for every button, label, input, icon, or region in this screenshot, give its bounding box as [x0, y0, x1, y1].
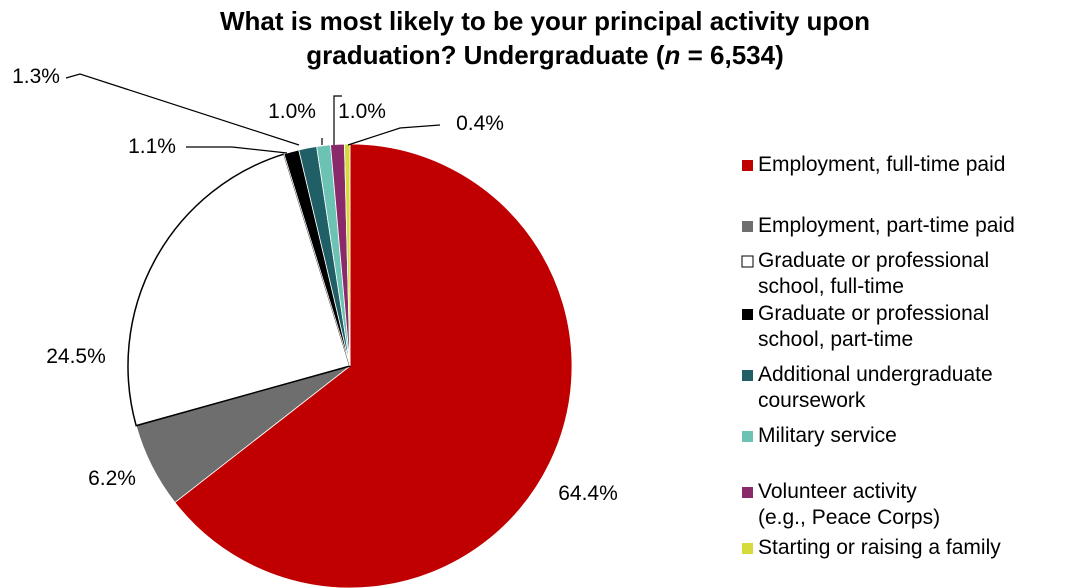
legend-swatch-4: [742, 370, 753, 381]
legend-label-2-1: school, full-time: [758, 275, 904, 298]
data-label-5: 1.0%: [268, 100, 316, 123]
data-label-1: 6.2%: [88, 467, 136, 490]
data-label-6: 1.0%: [338, 100, 386, 123]
leader-lines: [65, 73, 441, 154]
legend-label-6-1: (e.g., Peace Corps): [758, 506, 940, 529]
legend-swatch-2: [741, 255, 754, 268]
legend-swatch-0: [742, 160, 753, 171]
data-label-7: 0.4%: [456, 112, 504, 135]
legend-label-3-1: school, part-time: [758, 328, 913, 351]
leader-line-3: [186, 146, 288, 154]
pie-slice-2: [127, 153, 351, 427]
chart-title-line2-pre: graduation? Undergraduate (: [306, 40, 665, 70]
leader-line-7: [347, 124, 441, 146]
legend-label-7-0: Starting or raising a family: [758, 536, 1001, 559]
legend-label-0-0: Employment, full-time paid: [758, 153, 1005, 176]
data-label-4: 1.3%: [12, 65, 60, 88]
chart-title-n: n: [665, 40, 681, 70]
chart-title-line2: graduation? Undergraduate (n = 6,534): [306, 40, 784, 70]
data-label-2: 24.5%: [46, 345, 106, 368]
data-label-0: 64.4%: [558, 482, 618, 505]
legend-label-4-1: coursework: [758, 389, 866, 412]
leader-line-4: [65, 73, 300, 146]
pie-slice-0: [174, 143, 573, 588]
legend-swatch-3: [742, 309, 753, 320]
legend-label-2-0: Graduate or professional: [758, 249, 989, 272]
chart-title-line1: What is most likely to be your principal…: [220, 6, 870, 36]
data-label-3: 1.1%: [128, 135, 176, 158]
legend-swatch-1: [742, 221, 753, 232]
legend-label-3-0: Graduate or professional: [758, 302, 989, 325]
legend-label-4-0: Additional undergraduate: [758, 363, 993, 386]
pie-slices: [127, 143, 573, 588]
legend-label-5-0: Military service: [758, 424, 897, 447]
legend: Employment, full-time paid Employment, pa…: [741, 153, 1015, 559]
legend-label-1-0: Employment, part-time paid: [758, 214, 1015, 237]
legend-swatch-7: [742, 543, 753, 554]
leader-line-6: [333, 95, 342, 145]
legend-label-6-0: Volunteer activity: [758, 480, 917, 503]
legend-swatch-5: [742, 431, 753, 442]
chart-title-line2-post: = 6,534): [680, 40, 783, 70]
legend-swatch-6: [742, 487, 753, 498]
data-labels: 64.4% 6.2% 24.5% 1.1% 1.3% 1.0% 1.0% 0.4%: [12, 65, 618, 505]
